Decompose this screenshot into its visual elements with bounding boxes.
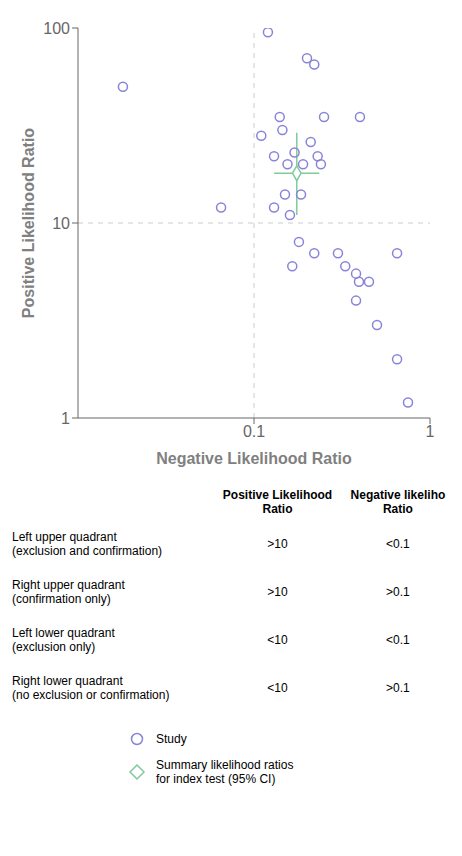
html-text:>0.1: >0.1: [386, 681, 410, 695]
svg-text:1: 1: [61, 410, 70, 427]
html-text:Study: Study: [156, 732, 187, 746]
html-text:Positive Likelihood: Positive Likelihood: [222, 488, 333, 502]
svg-text:0.1: 0.1: [243, 423, 265, 440]
html-text:Right upper quadrant: Right upper quadrant: [12, 578, 125, 592]
html-text:Right lower quadrant: Right lower quadrant: [12, 674, 123, 688]
html-text:>0.1: >0.1: [386, 585, 410, 599]
svg-text:Negative Likelihood Ratio: Negative Likelihood Ratio: [156, 450, 352, 467]
html-text:(confirmation only): (confirmation only): [12, 592, 111, 606]
html-text:<10: <10: [267, 681, 288, 695]
html-text:Summary likelihood ratios for: Summary likelihood ratios for index test…: [156, 758, 294, 786]
html-text:Ratio: Ratio: [382, 502, 413, 516]
html-text:<0.1: <0.1: [386, 537, 410, 551]
html-text:(exclusion and confirmation): (exclusion and confirmation): [12, 544, 163, 558]
svg-text:100: 100: [43, 20, 70, 37]
html-text:<0.1: <0.1: [386, 633, 410, 647]
html-text:Ratio: Ratio: [262, 502, 293, 516]
html-text:(no exclusion or confirmation): (no exclusion or confirmation): [12, 688, 170, 702]
html-text:Left lower quadrant: Left lower quadrant: [12, 626, 115, 640]
html-text:<10: <10: [267, 633, 288, 647]
html-text:(exclusion only): (exclusion only): [12, 640, 96, 654]
html-text:>10: >10: [267, 537, 288, 551]
svg-text:1: 1: [426, 423, 435, 440]
html-text:Left upper quadrant: Left upper quadrant: [12, 530, 117, 544]
svg-text:Positive Likelihood Ratio: Positive Likelihood Ratio: [20, 128, 37, 318]
html-text:>10: >10: [267, 585, 288, 599]
svg-text:10: 10: [52, 215, 70, 232]
html-text:Negative likeliho: Negative likeliho: [350, 488, 446, 502]
